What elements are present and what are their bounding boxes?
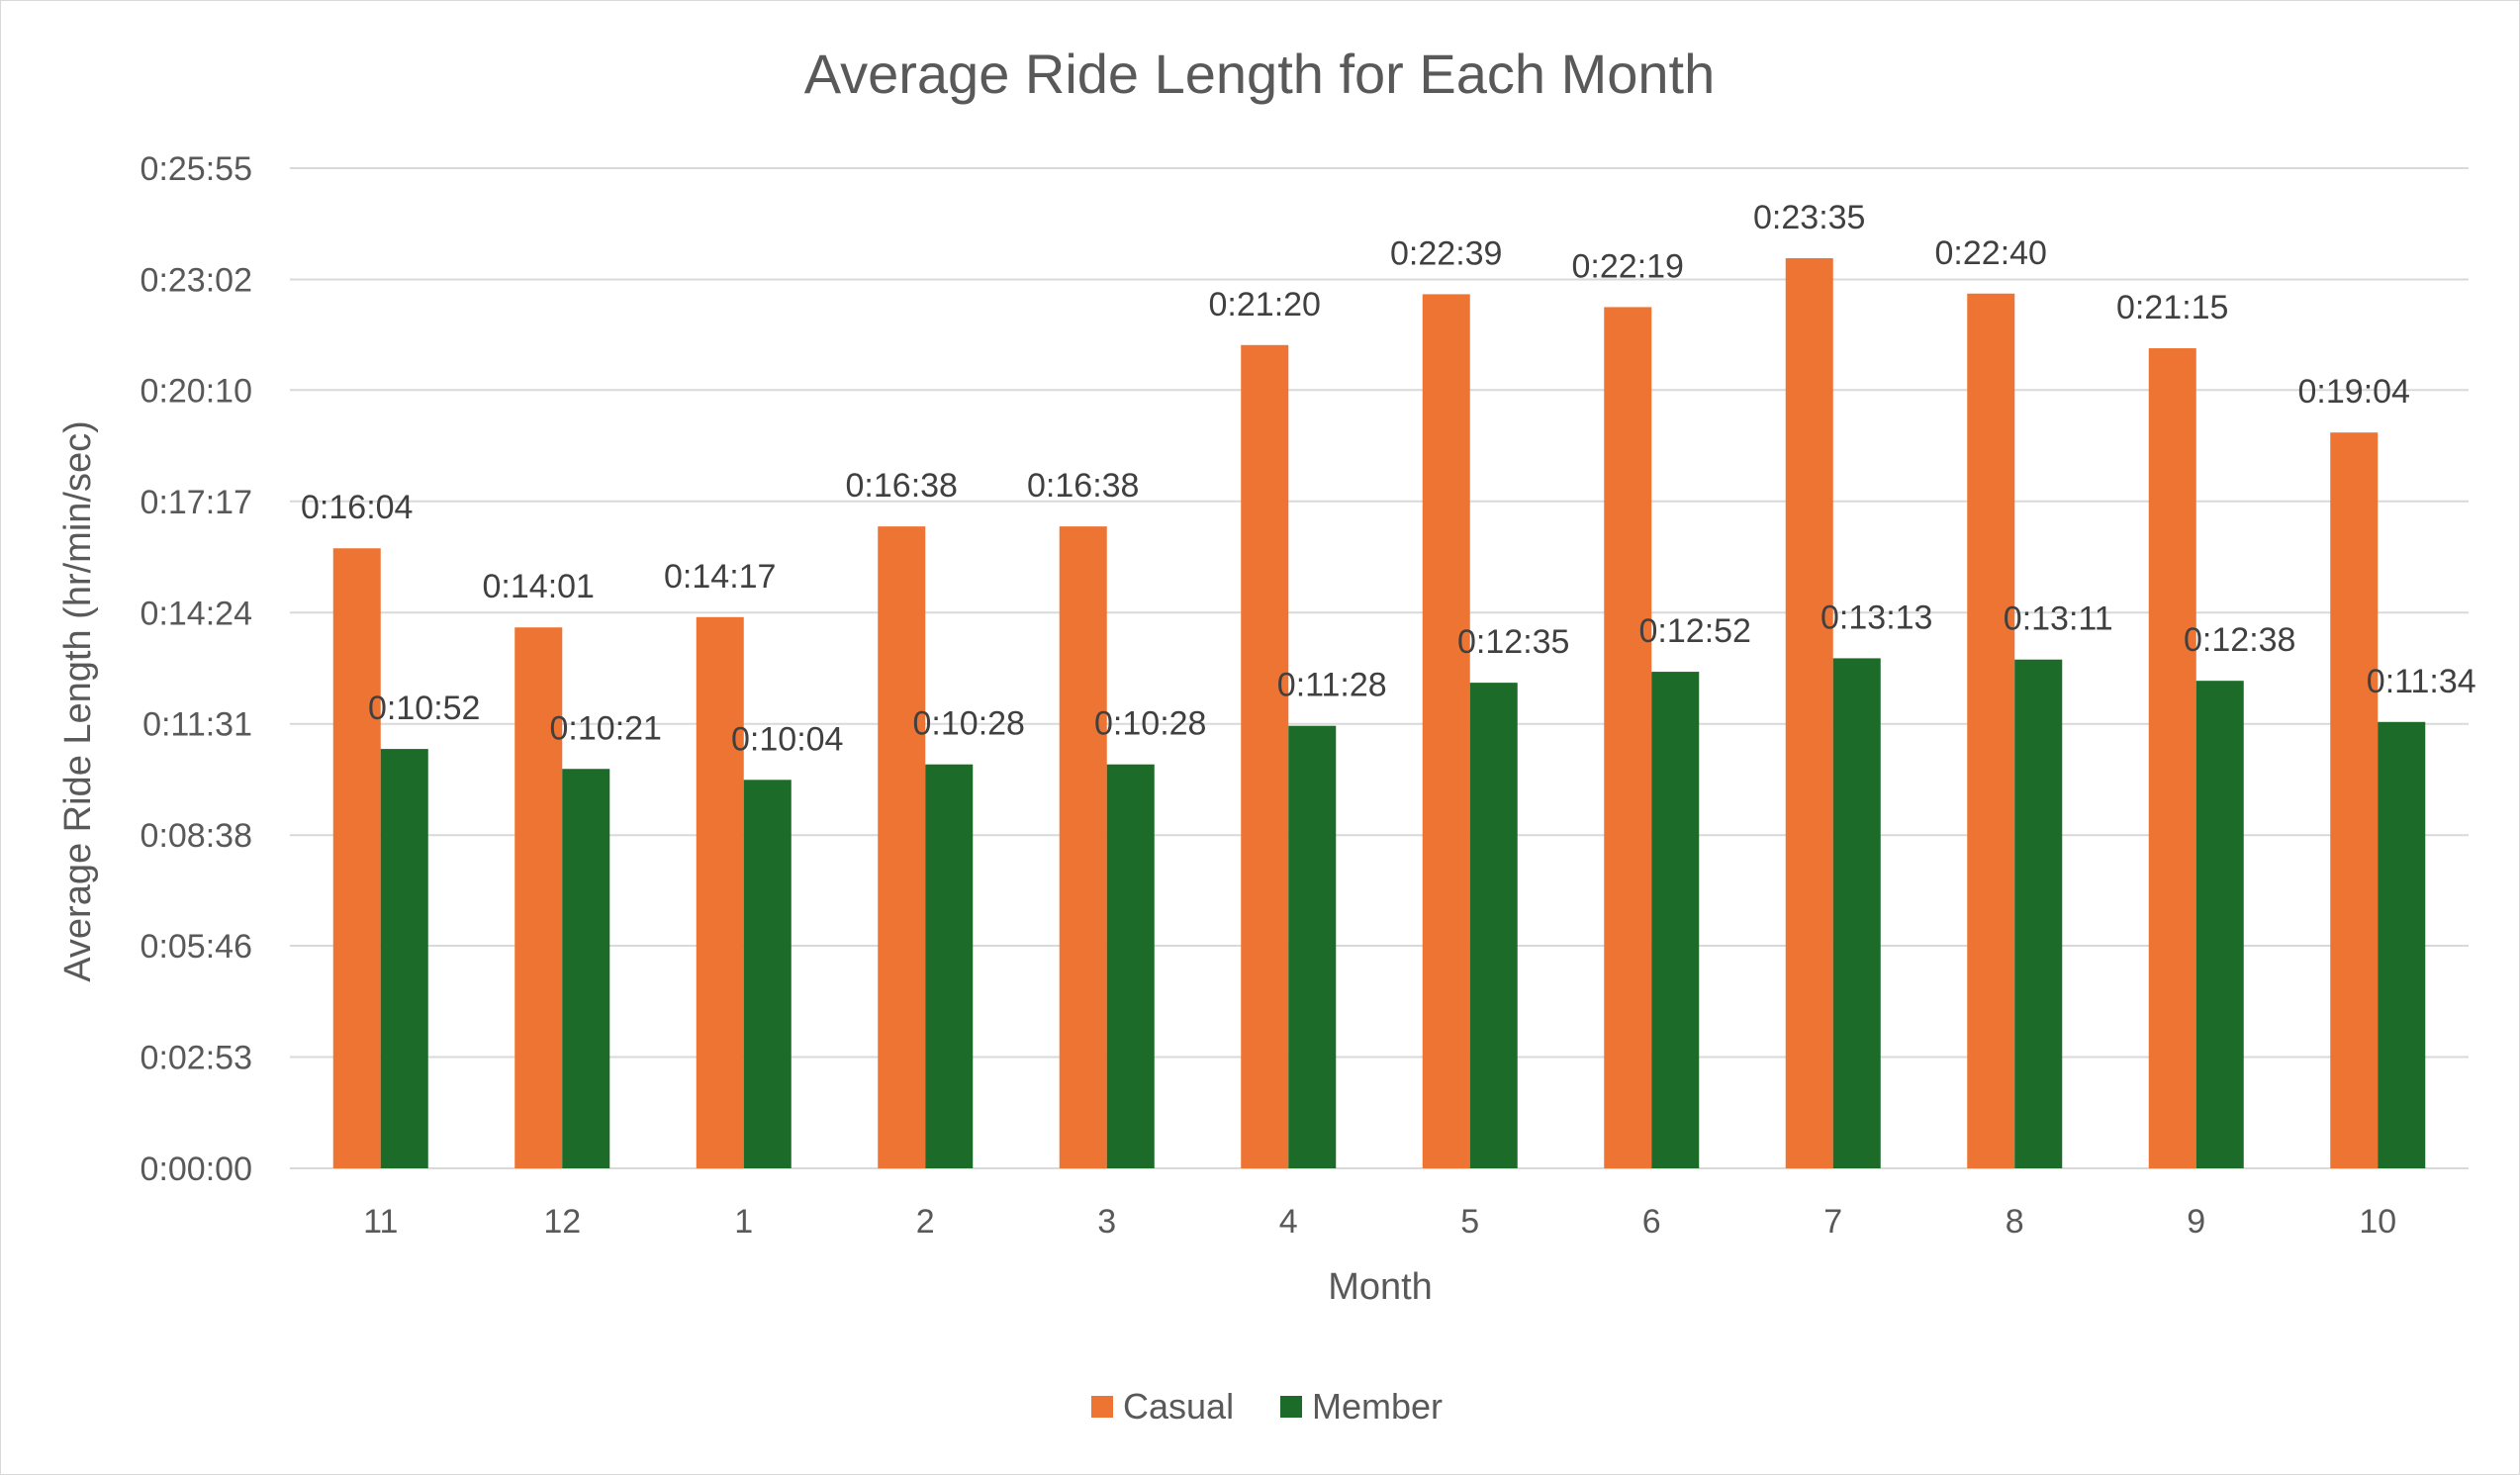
- x-tick-label-5: 5: [1460, 1203, 1479, 1241]
- y-tick-label-0: 0:00:00: [140, 1151, 252, 1188]
- x-tick-label-10: 10: [2359, 1203, 2396, 1241]
- y-tick-label-6: 0:17:17: [140, 484, 252, 521]
- data-label-casual-9: 0:21:15: [2116, 289, 2228, 326]
- data-label-casual-10: 0:19:04: [2298, 373, 2410, 411]
- bar-casual-11: [332, 548, 381, 1168]
- bar-casual-5: [1422, 294, 1470, 1168]
- bar-member-9: [2195, 681, 2244, 1168]
- data-label-casual-5: 0:22:39: [1390, 234, 1502, 272]
- x-tick-label-1: 1: [734, 1203, 753, 1241]
- data-label-member-3: 0:10:28: [1094, 705, 1206, 743]
- y-tick-label-4: 0:11:31: [142, 706, 252, 744]
- bar-member-5: [1469, 683, 1518, 1168]
- bar-casual-8: [1967, 293, 2015, 1168]
- data-label-member-2: 0:10:28: [913, 705, 1025, 743]
- bar-casual-2: [878, 526, 926, 1168]
- data-label-casual-11: 0:16:04: [301, 489, 413, 526]
- bar-member-10: [2378, 721, 2426, 1168]
- x-axis-title: Month: [1328, 1266, 1433, 1308]
- y-tick-label-3: 0:08:38: [140, 817, 252, 855]
- data-labels: 0:16:04 0:14:01 0:14:17 0:16:38 0:16:38 0:21:…: [301, 199, 2476, 758]
- bar-casual-3: [1059, 526, 1107, 1168]
- data-label-casual-2: 0:16:38: [846, 467, 958, 505]
- y-tick-label-8: 0:23:02: [140, 261, 252, 299]
- bar-member-3: [1106, 764, 1155, 1168]
- bars: [332, 258, 2426, 1169]
- data-label-member-7: 0:13:13: [1820, 599, 1932, 636]
- data-label-member-8: 0:13:11: [2004, 600, 2113, 638]
- data-label-member-4: 0:11:28: [1277, 667, 1387, 704]
- bar-casual-1: [696, 616, 744, 1168]
- bar-member-6: [1651, 672, 1700, 1168]
- data-label-member-11: 0:10:52: [368, 690, 480, 727]
- y-tick-label-2: 0:05:46: [140, 928, 252, 966]
- y-tick-label-9: 0:25:55: [140, 150, 252, 188]
- data-label-casual-12: 0:14:01: [483, 568, 595, 605]
- bar-casual-9: [2148, 348, 2196, 1168]
- data-label-casual-8: 0:22:40: [1935, 234, 2047, 272]
- data-label-member-10: 0:11:34: [2367, 663, 2476, 700]
- x-axis-ticks: 11 12 1 2 3 4 5 6 7 8 9 10: [363, 1203, 2396, 1241]
- legend-label-member: Member: [1312, 1386, 1443, 1427]
- legend: Casual Member: [1091, 1386, 1443, 1427]
- y-tick-label-1: 0:02:53: [140, 1040, 252, 1077]
- bar-member-4: [1288, 725, 1337, 1168]
- bar-casual-7: [1785, 258, 1833, 1168]
- x-tick-label-7: 7: [1823, 1203, 1842, 1241]
- data-label-casual-4: 0:21:20: [1209, 286, 1321, 323]
- x-tick-label-4: 4: [1279, 1203, 1298, 1241]
- y-tick-label-7: 0:20:10: [140, 372, 252, 410]
- y-tick-label-5: 0:14:24: [140, 595, 252, 632]
- data-label-casual-1: 0:14:17: [664, 558, 776, 596]
- bar-casual-6: [1604, 307, 1652, 1169]
- bar-member-2: [925, 764, 974, 1168]
- x-tick-label-2: 2: [916, 1203, 935, 1241]
- x-tick-label-3: 3: [1097, 1203, 1116, 1241]
- bar-casual-12: [514, 627, 563, 1168]
- x-tick-label-8: 8: [2006, 1203, 2024, 1241]
- bar-member-11: [380, 749, 428, 1168]
- bar-member-8: [2014, 659, 2063, 1168]
- x-tick-label-11: 11: [363, 1203, 398, 1241]
- bar-member-1: [743, 780, 792, 1168]
- gridlines: [290, 167, 2469, 1169]
- data-label-member-9: 0:12:38: [2184, 621, 2295, 659]
- legend-swatch-member: [1280, 1396, 1302, 1418]
- bar-member-7: [1832, 658, 1881, 1168]
- data-label-member-12: 0:10:21: [550, 709, 662, 747]
- bar-casual-4: [1241, 344, 1289, 1169]
- x-tick-label-9: 9: [2187, 1203, 2205, 1241]
- data-label-casual-7: 0:23:35: [1753, 199, 1865, 236]
- x-tick-label-12: 12: [543, 1203, 581, 1241]
- y-axis-title: Average Ride Length (hr/min/sec): [57, 420, 99, 981]
- data-label-casual-6: 0:22:19: [1572, 247, 1684, 285]
- x-tick-label-6: 6: [1642, 1203, 1661, 1241]
- y-axis-ticks: 0:00:00 0:02:53 0:05:46 0:08:38 0:11:31 0:14:…: [140, 150, 252, 1188]
- data-label-member-5: 0:12:35: [1457, 623, 1569, 661]
- legend-label-casual: Casual: [1123, 1386, 1234, 1427]
- bar-casual-10: [2330, 432, 2379, 1168]
- chart-title: Average Ride Length for Each Month: [804, 43, 1715, 105]
- data-label-member-1: 0:10:04: [731, 720, 843, 758]
- bar-member-12: [562, 769, 610, 1168]
- data-label-member-6: 0:12:52: [1639, 612, 1751, 650]
- data-label-casual-3: 0:16:38: [1027, 467, 1139, 505]
- legend-swatch-casual: [1091, 1396, 1113, 1418]
